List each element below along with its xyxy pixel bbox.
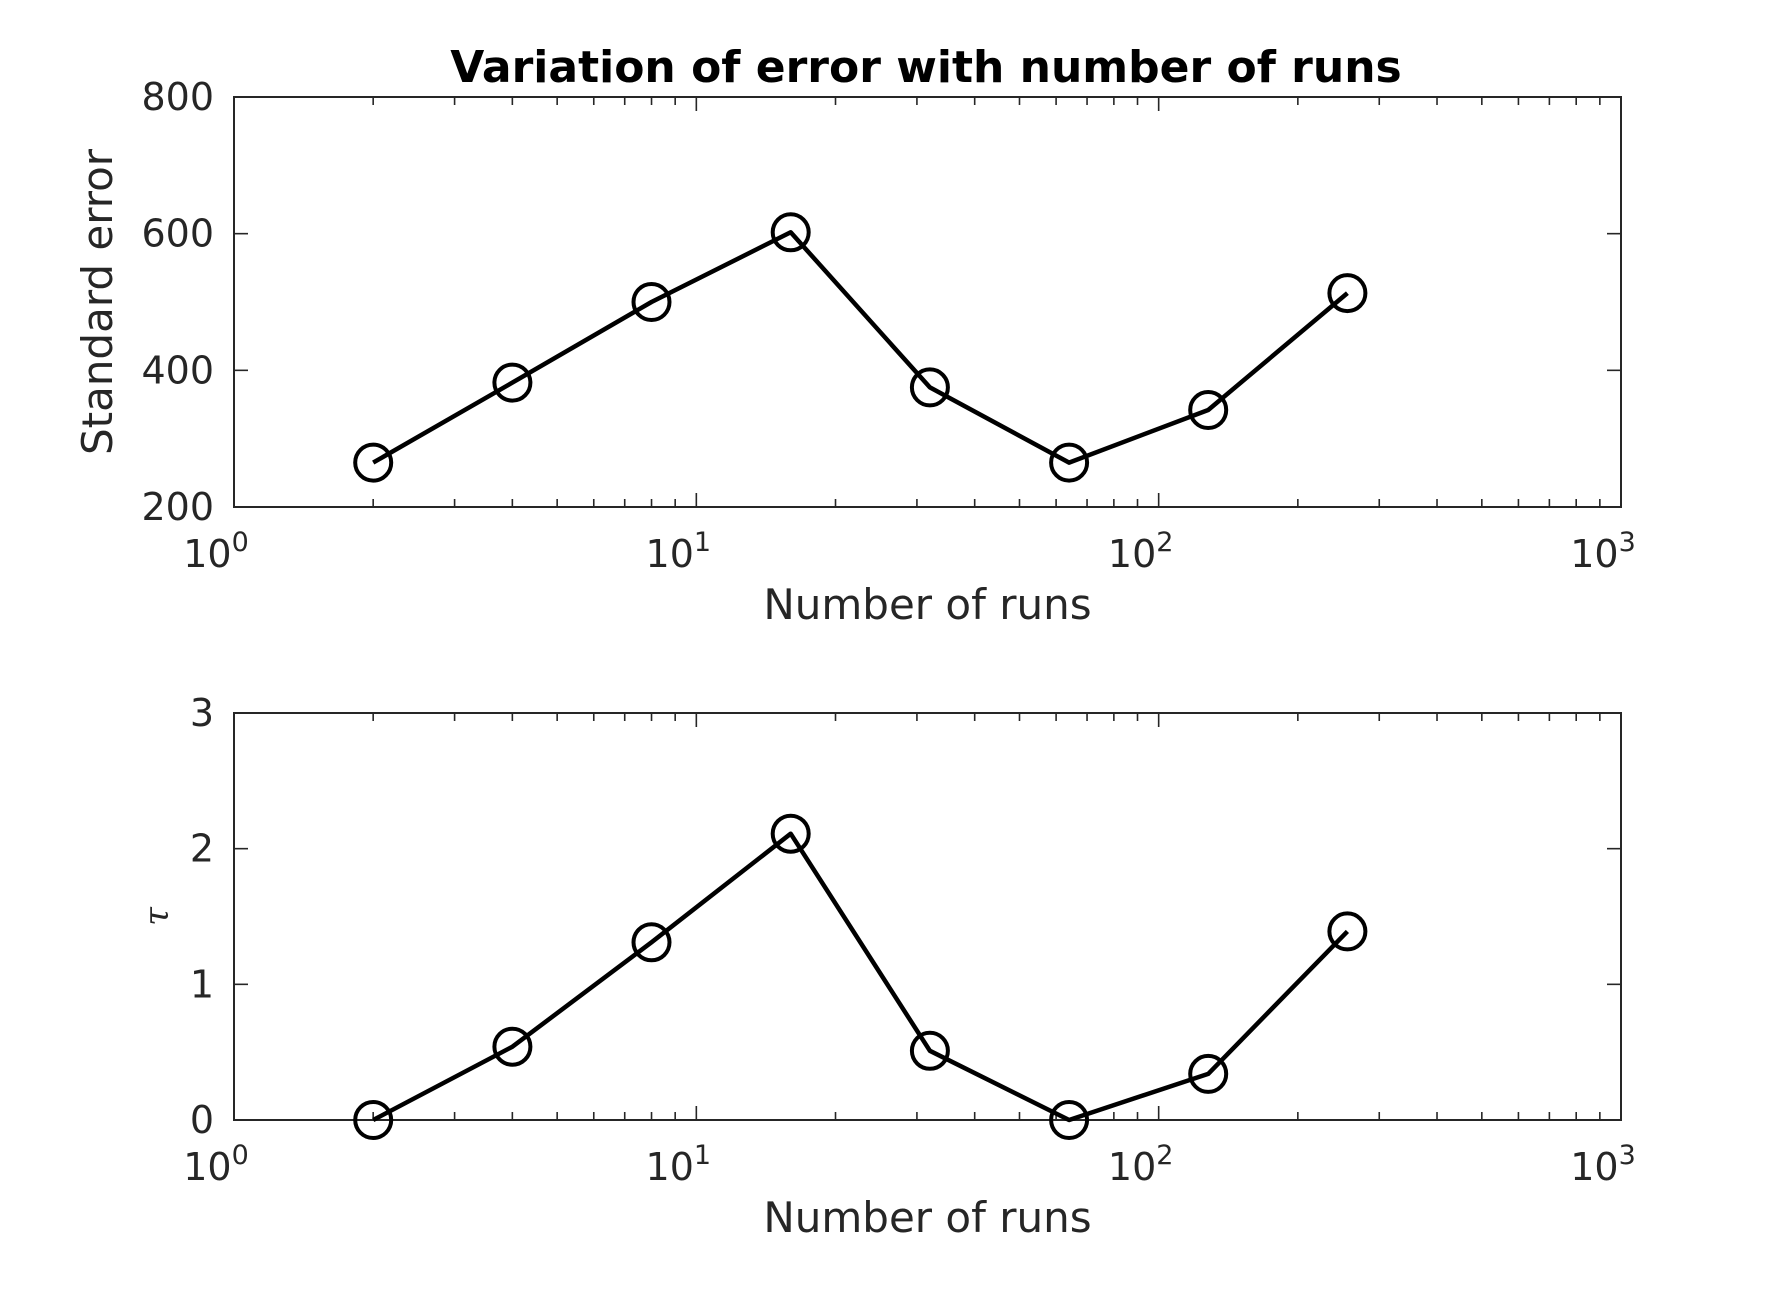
y-tick-label: 1 — [190, 962, 214, 1006]
data-point-marker — [1049, 1100, 1090, 1140]
data-point-marker — [1049, 442, 1090, 483]
x-tick-exponent: 1 — [694, 527, 711, 558]
x-tick-label: 103 — [1570, 527, 1636, 576]
y-tick-label: 2 — [190, 827, 214, 871]
y-axis-title: τ — [137, 906, 177, 926]
x-axis-title: Number of runs — [763, 1193, 1091, 1242]
x-tick-label: 103 — [1570, 1140, 1636, 1189]
data-point-marker — [492, 1026, 533, 1067]
x-tick-label: 100 — [183, 1140, 249, 1189]
x-tick-base: 10 — [1108, 1145, 1156, 1189]
y-tick-label: 3 — [190, 691, 214, 735]
x-tick-base: 10 — [1570, 1145, 1618, 1189]
x-tick-label: 100 — [183, 527, 249, 576]
x-tick-base: 10 — [646, 532, 694, 576]
x-tick-base: 10 — [1570, 532, 1618, 576]
data-point-marker — [1188, 1053, 1229, 1094]
x-tick-exponent: 3 — [1619, 1140, 1636, 1171]
y-tick-label: 200 — [141, 485, 214, 529]
axes-box — [233, 712, 1622, 1121]
data-point-marker — [631, 922, 672, 963]
y-tick-label: 0 — [190, 1098, 214, 1142]
data-point-marker — [770, 212, 811, 253]
y-axis-title: Standard error — [73, 148, 122, 455]
y-tick-label: 800 — [141, 75, 214, 119]
data-point-marker — [1327, 273, 1368, 314]
chart-title: Variation of error with number of runs — [450, 42, 1401, 93]
data-point-marker — [770, 813, 811, 854]
data-point-marker — [1327, 911, 1368, 952]
x-tick-label: 101 — [646, 1140, 712, 1189]
x-tick-exponent: 3 — [1619, 527, 1636, 558]
axes-box — [233, 96, 1622, 508]
x-tick-label: 102 — [1108, 527, 1174, 576]
y-tick-label: 600 — [141, 212, 214, 256]
series-line — [372, 831, 1350, 1123]
data-point-marker — [631, 282, 672, 322]
x-tick-label: 102 — [1108, 1140, 1174, 1189]
x-tick-base: 10 — [646, 1145, 694, 1189]
data-point-marker — [1188, 390, 1229, 430]
y-tick-label: 400 — [141, 348, 214, 392]
data-point-marker — [353, 442, 394, 483]
data-point-marker — [909, 367, 950, 408]
x-tick-base: 10 — [183, 1145, 231, 1189]
x-tick-exponent: 0 — [232, 1140, 249, 1171]
x-tick-base: 10 — [1108, 532, 1156, 576]
data-point-marker — [353, 1100, 394, 1140]
data-point-marker — [492, 362, 533, 403]
x-tick-exponent: 0 — [232, 527, 249, 558]
series-line — [372, 230, 1349, 465]
x-tick-base: 10 — [183, 532, 231, 576]
data-point-marker — [909, 1030, 950, 1071]
x-tick-exponent: 2 — [1156, 1140, 1173, 1171]
x-axis-title: Number of runs — [763, 580, 1091, 629]
x-tick-label: 101 — [646, 527, 712, 576]
x-tick-exponent: 2 — [1156, 527, 1173, 558]
x-tick-exponent: 1 — [694, 1140, 711, 1171]
